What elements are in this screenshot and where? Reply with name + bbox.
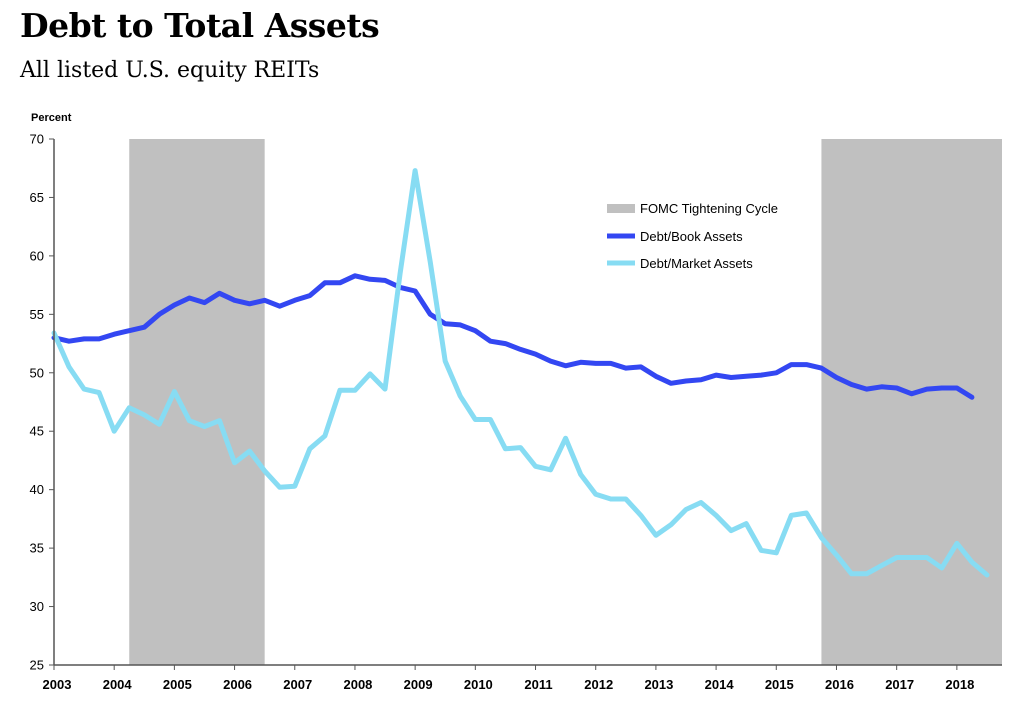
y-tick-label: 45 [30, 424, 44, 439]
y-ticks: 25 30 35 40 45 50 55 60 65 70 [30, 132, 54, 673]
chart-title: Debt to Total Assets [20, 6, 380, 45]
x-tick-label: 2017 [885, 677, 914, 692]
x-tick-label: 2007 [283, 677, 312, 692]
legend-label-shading: FOMC Tightening Cycle [640, 201, 778, 216]
y-tick-label: 25 [30, 658, 44, 673]
x-tick-label: 2013 [644, 677, 673, 692]
axes [53, 139, 1002, 666]
x-tick-label: 2004 [103, 677, 133, 692]
y-axis-label: Percent [31, 112, 72, 124]
x-tick-label: 2003 [43, 677, 72, 692]
x-tick-label: 2008 [343, 677, 372, 692]
series-layer [51, 168, 990, 578]
series-line-2 [51, 168, 990, 578]
legend: FOMC Tightening Cycle Debt/Book Assets D… [607, 201, 778, 271]
x-tick-label: 2006 [223, 677, 252, 692]
shaded-region-2 [821, 139, 1002, 665]
y-tick-label: 60 [30, 248, 44, 263]
legend-label-market: Debt/Market Assets [640, 256, 753, 271]
series-line-1 [51, 273, 975, 400]
x-tick-label: 2009 [404, 677, 433, 692]
x-tick-label: 2010 [464, 677, 493, 692]
x-tick-label: 2012 [584, 677, 613, 692]
y-tick-label: 50 [30, 365, 44, 380]
y-tick-label: 55 [30, 307, 44, 322]
y-tick-label: 30 [30, 599, 44, 614]
shaded-region-1 [129, 139, 265, 665]
y-tick-label: 40 [30, 482, 44, 497]
y-tick-label: 70 [30, 132, 44, 147]
x-tick-label: 2018 [945, 677, 974, 692]
x-ticks: 2003 2004 2005 2006 2007 2008 2009 2010 2011 2012… [43, 665, 974, 692]
shaded-regions [129, 139, 1002, 665]
x-tick-label: 2014 [705, 677, 735, 692]
legend-label-book: Debt/Book Assets [640, 229, 743, 244]
chart-subtitle: All listed U.S. equity REITs [20, 58, 320, 83]
x-tick-label: 2011 [524, 677, 552, 692]
y-tick-label: 35 [30, 541, 44, 556]
x-tick-label: 2016 [825, 677, 854, 692]
legend-swatch-shading [607, 204, 635, 213]
y-tick-label: 65 [30, 190, 44, 205]
x-tick-label: 2005 [163, 677, 192, 692]
x-tick-label: 2015 [765, 677, 794, 692]
